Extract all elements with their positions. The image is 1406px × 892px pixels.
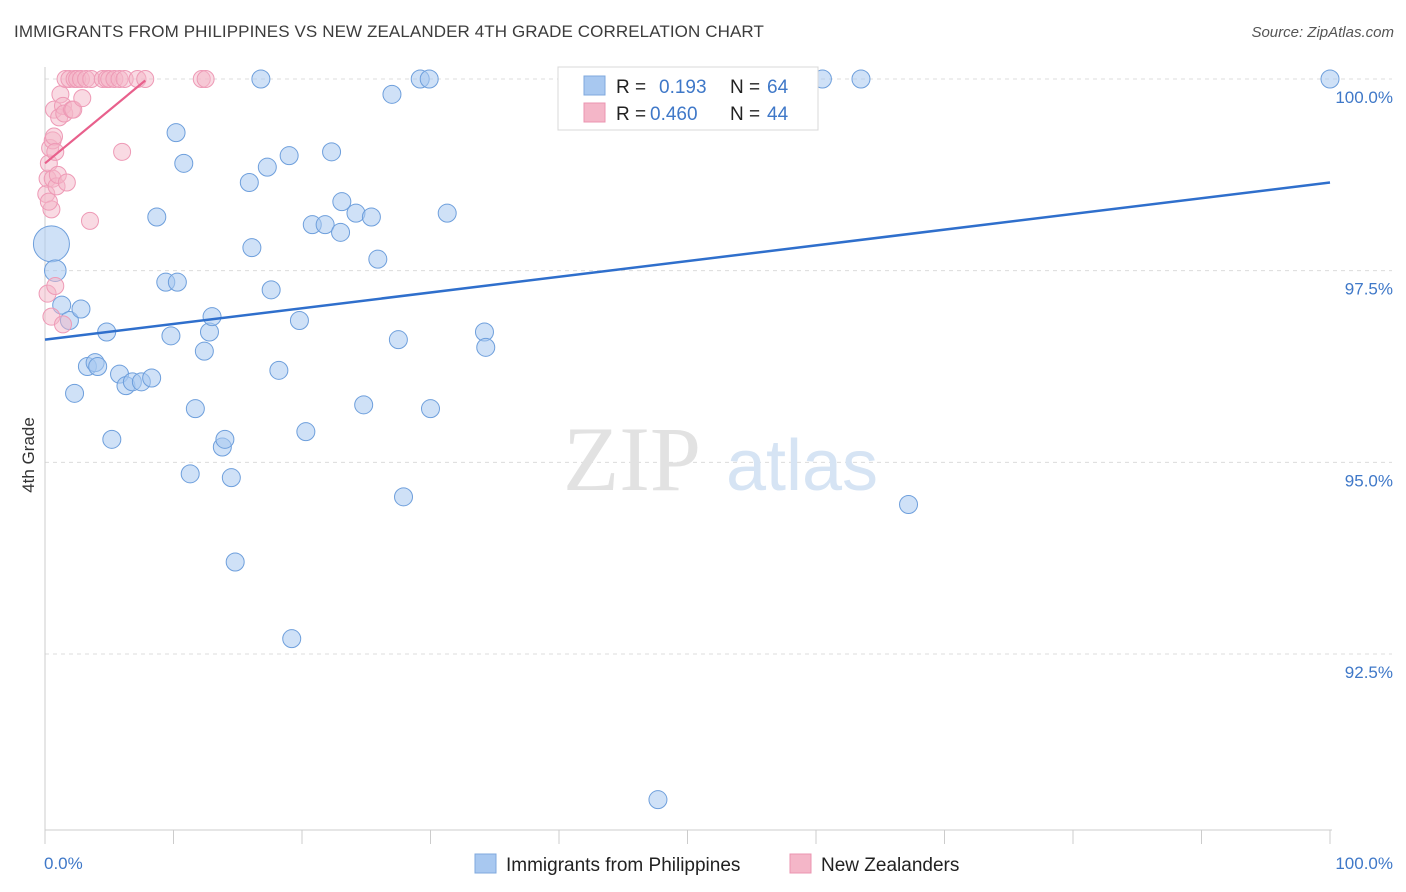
data-point-philippines	[71, 299, 91, 319]
data-point-philippines	[102, 429, 122, 449]
data-point-philippines	[331, 222, 351, 242]
stats-n-value-blue: 64	[767, 77, 789, 98]
data-point-philippines	[142, 368, 162, 388]
data-point-philippines	[251, 69, 271, 89]
data-point-new-zealanders	[113, 142, 132, 161]
legend-label-philippines: Immigrants from Philippines	[506, 855, 740, 876]
data-point-philippines	[161, 326, 181, 346]
data-point-philippines	[221, 468, 241, 488]
tick-labels: 100.0% 97.5% 95.0% 92.5% 0.0% 100.0%	[44, 88, 1393, 873]
data-point-philippines	[52, 295, 72, 315]
data-point-philippines	[361, 207, 381, 227]
x-tick-label: 0.0%	[44, 854, 83, 873]
data-point-philippines	[261, 280, 281, 300]
trend-line-philippines	[44, 181, 1331, 341]
data-point-philippines	[166, 123, 186, 143]
chart-title: IMMIGRANTS FROM PHILIPPINES VS NEW ZEALA…	[14, 22, 764, 41]
watermark-atlas: atlas	[726, 426, 878, 506]
data-point-philippines	[269, 360, 289, 380]
data-point-philippines	[282, 629, 302, 649]
data-point-philippines	[147, 207, 167, 227]
y-tick-label: 100.0%	[1335, 88, 1393, 107]
stats-n-label: N =	[730, 77, 760, 98]
data-point-philippines	[476, 337, 496, 357]
data-point-philippines	[382, 84, 402, 104]
data-point-new-zealanders	[46, 142, 65, 161]
data-point-philippines	[88, 357, 108, 376]
data-point-philippines	[279, 146, 299, 166]
data-point-philippines	[1320, 69, 1340, 89]
data-point-philippines	[368, 249, 388, 269]
data-point-new-zealanders	[80, 211, 99, 230]
data-point-philippines	[32, 225, 70, 263]
data-point-new-zealanders	[53, 315, 72, 334]
data-point-philippines	[167, 272, 187, 292]
data-point-philippines	[257, 157, 277, 177]
x-tick-label: 100.0%	[1335, 854, 1393, 873]
data-point-philippines	[225, 552, 245, 572]
data-point-philippines	[419, 69, 439, 89]
legend-swatch-new-zealanders	[789, 853, 812, 874]
watermark-zip: ZIP	[563, 408, 701, 510]
stats-r-label-2: R =	[616, 104, 646, 125]
data-point-new-zealanders	[44, 127, 63, 146]
y-tick-label: 97.5%	[1345, 280, 1393, 299]
stats-legend: R = 0.193 N = 64 R = 0.460 N = 44	[557, 66, 819, 131]
data-point-philippines	[289, 311, 309, 330]
y-tick-label: 95.0%	[1345, 471, 1393, 490]
legend-swatch-philippines	[474, 853, 497, 874]
data-point-philippines	[242, 238, 262, 258]
data-point-philippines	[239, 173, 259, 192]
data-point-new-zealanders	[39, 192, 58, 211]
data-point-philippines	[421, 399, 440, 419]
stats-legend-swatch-blue	[583, 75, 606, 96]
series-new-zealanders-points	[37, 70, 215, 334]
stats-r-value-blue: 0.193	[659, 77, 707, 98]
data-point-philippines	[322, 142, 342, 162]
legend-label-new-zealanders: New Zealanders	[821, 855, 959, 876]
data-point-philippines	[315, 215, 335, 235]
data-point-philippines	[215, 429, 235, 449]
data-point-new-zealanders	[196, 70, 215, 88]
y-tick-label: 92.5%	[1345, 663, 1393, 682]
data-point-philippines	[388, 330, 408, 350]
y-axis-label: 4th Grade	[19, 417, 38, 493]
data-point-philippines	[354, 395, 374, 415]
data-point-philippines	[174, 153, 194, 173]
data-point-philippines	[202, 307, 222, 327]
data-point-new-zealanders	[73, 89, 92, 108]
trend-lines	[44, 79, 1331, 341]
stats-legend-swatch-pink	[583, 102, 606, 123]
data-point-philippines	[437, 203, 457, 223]
data-point-philippines	[296, 422, 316, 442]
stats-r-value-pink: 0.460	[650, 104, 698, 125]
data-point-philippines	[185, 399, 205, 419]
data-point-philippines	[394, 487, 414, 507]
axes	[44, 67, 1332, 844]
series-philippines-points	[32, 69, 1340, 810]
data-point-philippines	[648, 790, 668, 810]
data-point-philippines	[851, 69, 871, 89]
watermark: ZIP atlas	[563, 408, 878, 510]
data-point-philippines	[332, 192, 352, 212]
bottom-legend: Immigrants from Philippines New Zealande…	[474, 853, 959, 876]
data-point-philippines	[899, 495, 919, 514]
source-credit: Source: ZipAtlas.com	[1251, 24, 1394, 41]
data-point-philippines	[180, 464, 200, 484]
grid-lines	[45, 78, 1392, 655]
data-point-philippines	[65, 383, 85, 403]
stats-n-value-pink: 44	[767, 104, 789, 125]
data-point-new-zealanders	[57, 173, 76, 192]
data-point-new-zealanders	[46, 277, 65, 295]
trend-line-new-zealanders	[44, 79, 146, 165]
stats-r-label: R =	[616, 77, 646, 98]
data-point-philippines	[194, 341, 214, 361]
stats-n-label-2: N =	[730, 104, 760, 125]
